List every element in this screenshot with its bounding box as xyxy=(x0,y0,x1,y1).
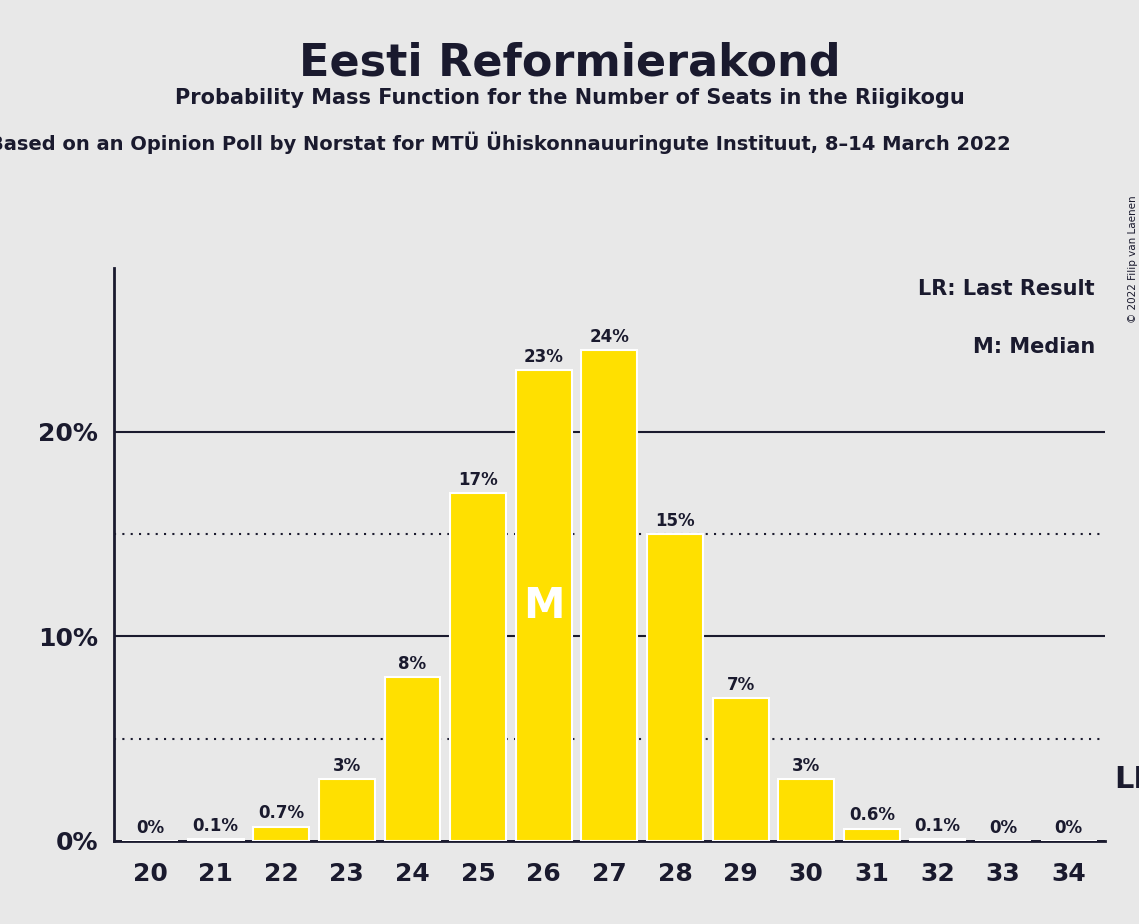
Text: LR: Last Result: LR: Last Result xyxy=(918,279,1095,299)
Bar xyxy=(844,829,900,841)
Bar xyxy=(647,534,703,841)
Text: 15%: 15% xyxy=(655,512,695,529)
Text: 24%: 24% xyxy=(589,328,630,346)
Text: 8%: 8% xyxy=(399,655,426,673)
Text: 23%: 23% xyxy=(524,348,564,366)
Text: 17%: 17% xyxy=(458,471,498,489)
Text: 3%: 3% xyxy=(333,758,361,775)
Text: Eesti Reformierakond: Eesti Reformierakond xyxy=(298,42,841,85)
Bar xyxy=(778,780,834,841)
Text: 0.1%: 0.1% xyxy=(915,817,960,834)
Text: 0%: 0% xyxy=(1055,819,1083,837)
Bar xyxy=(450,493,506,841)
Text: M: Median: M: Median xyxy=(973,336,1095,357)
Bar xyxy=(582,350,637,841)
Text: © 2022 Filip van Laenen: © 2022 Filip van Laenen xyxy=(1129,195,1138,322)
Bar xyxy=(253,826,309,841)
Text: M: M xyxy=(523,585,565,626)
Text: 0.1%: 0.1% xyxy=(192,817,238,834)
Text: 0.6%: 0.6% xyxy=(849,807,895,824)
Bar xyxy=(516,371,572,841)
Bar xyxy=(385,677,441,841)
Text: Probability Mass Function for the Number of Seats in the Riigikogu: Probability Mass Function for the Number… xyxy=(174,88,965,108)
Text: 3%: 3% xyxy=(792,758,820,775)
Text: Based on an Opinion Poll by Norstat for MTÜ Ühiskonnauuringute Instituut, 8–14 M: Based on an Opinion Poll by Norstat for … xyxy=(0,131,1010,153)
Text: 0%: 0% xyxy=(989,819,1017,837)
Bar xyxy=(713,698,769,841)
Bar xyxy=(188,839,244,841)
Text: 7%: 7% xyxy=(727,675,755,694)
Bar xyxy=(319,780,375,841)
Text: 0.7%: 0.7% xyxy=(259,805,304,822)
Text: 0%: 0% xyxy=(136,819,164,837)
Text: LR: LR xyxy=(1115,765,1139,794)
Bar xyxy=(910,839,966,841)
